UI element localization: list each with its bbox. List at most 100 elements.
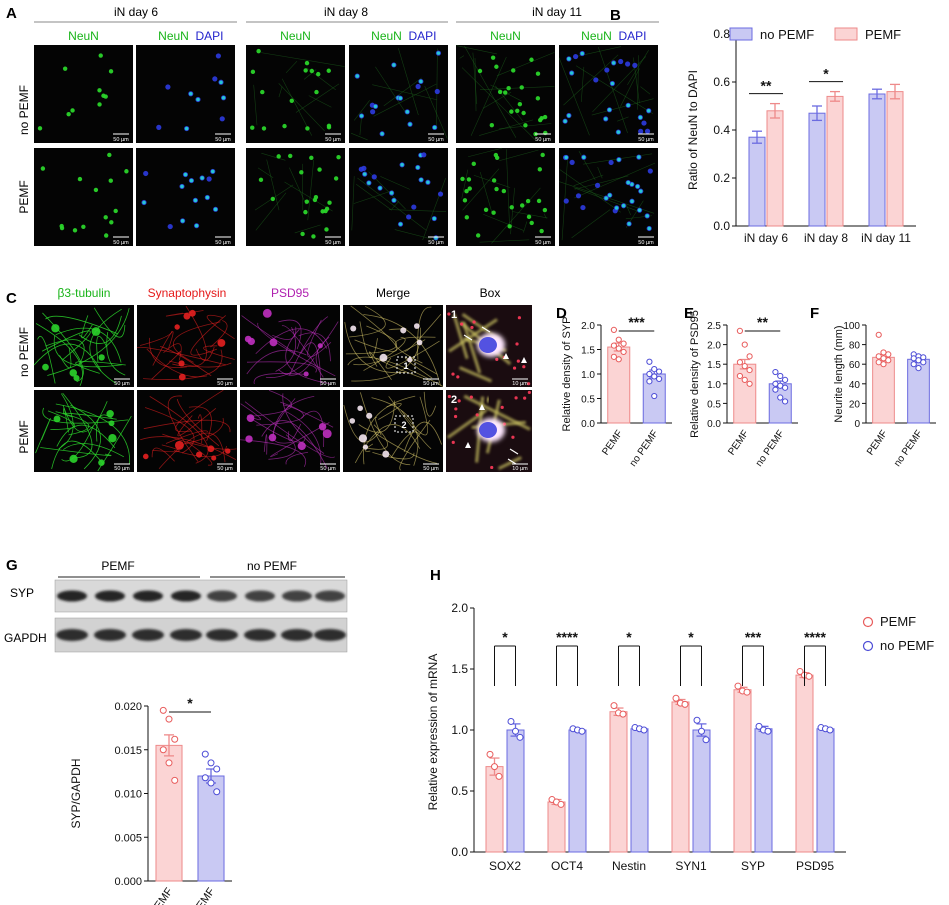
blot-band-syp — [315, 590, 345, 602]
neurite — [261, 420, 328, 469]
neun-cell — [124, 169, 129, 174]
blot-band-syp — [171, 590, 201, 602]
neun-cell — [97, 102, 102, 107]
y-tick-label: 0.0 — [707, 419, 721, 430]
nucleus-merge — [193, 198, 198, 203]
nucleus-merge — [637, 208, 642, 212]
neun-cell — [519, 85, 524, 90]
neurite — [63, 412, 117, 420]
neurite — [53, 335, 123, 368]
arrow — [507, 458, 517, 465]
scale-text: 50 µm — [535, 137, 551, 143]
nucleus-merge — [567, 57, 571, 61]
nucleus-merge — [205, 195, 210, 200]
neun-cell — [282, 123, 287, 129]
neurite — [423, 391, 437, 417]
neurite — [89, 308, 122, 384]
neurite — [350, 305, 398, 352]
y-tick-label: 1.0 — [451, 723, 468, 737]
neun-cell — [309, 68, 315, 74]
cell-body — [244, 335, 252, 343]
cell-body — [246, 414, 255, 422]
neun-cell — [494, 64, 499, 69]
scale-text: 50 µm — [114, 381, 130, 387]
neun-cell — [460, 176, 465, 182]
neurite — [364, 443, 374, 452]
neun-cell — [490, 55, 496, 60]
nucleus — [165, 84, 171, 90]
arrow — [481, 326, 491, 333]
neurite — [175, 389, 224, 433]
neurite — [75, 361, 126, 374]
neurite — [372, 452, 415, 460]
nucleus — [594, 182, 601, 189]
neurite — [479, 239, 530, 243]
neurite — [143, 349, 223, 380]
neurite — [347, 356, 444, 387]
data-point — [619, 710, 627, 718]
nucleus — [415, 83, 421, 90]
bar-no-pemf — [692, 729, 711, 853]
neun-cell — [311, 234, 316, 239]
scale-text: 50 µm — [215, 137, 231, 143]
header-dapi: DAPI — [195, 29, 223, 43]
nucleus — [580, 204, 586, 211]
nucleus-merge — [614, 206, 619, 210]
y-tick-label: 0.8 — [713, 27, 730, 41]
neurite — [640, 86, 651, 95]
neurite — [257, 167, 274, 178]
neurite — [461, 169, 469, 199]
data-point — [777, 372, 784, 380]
sig-label: *** — [745, 629, 762, 645]
nucleus — [593, 77, 599, 83]
data-point — [672, 694, 680, 702]
nucleus-merge — [436, 51, 441, 55]
neun-cell — [477, 68, 483, 74]
data-point — [755, 722, 763, 730]
nucleus-merge — [392, 63, 396, 67]
y-tick-label: 0.000 — [114, 876, 142, 888]
nucleus-merge — [362, 172, 367, 176]
scale-text: 50 µm — [217, 381, 233, 387]
scale-text: 50 µm — [113, 137, 129, 143]
nucleus-merge — [189, 178, 194, 183]
data-point — [610, 353, 618, 360]
nucleus-merge — [432, 125, 437, 130]
nucleus-merge — [210, 169, 215, 174]
neurite — [63, 443, 125, 458]
neurite — [505, 149, 510, 229]
data-point — [201, 774, 209, 782]
box-puncta — [514, 396, 518, 400]
neun-cell — [467, 186, 472, 191]
cell-body — [262, 308, 272, 318]
bar-pemf — [766, 110, 784, 227]
chart-g: 0.000 0.005 0.010 0.015 0.020 PEMF no PEMF * SYP… — [69, 695, 232, 905]
neurite — [362, 395, 416, 465]
box-neurite — [458, 366, 493, 383]
micrograph — [349, 148, 448, 246]
nucleus-merge — [213, 207, 218, 212]
data-point — [165, 759, 173, 767]
day-label-8: iN day 8 — [324, 5, 368, 19]
chart-d: 0.0 0.5 1.0 1.5 2.0 PEMF no PEMF *** Relative de… — [561, 314, 672, 469]
nucleus-merge — [603, 117, 608, 121]
data-point — [213, 788, 221, 796]
nucleus — [406, 214, 412, 220]
header-psd95: PSD95 — [271, 286, 309, 300]
neurite — [285, 411, 322, 465]
data-point — [646, 378, 653, 385]
neun-cell — [258, 177, 264, 183]
data-point — [646, 358, 653, 365]
neun-cell — [535, 71, 541, 76]
y-tick-label: 0.2 — [713, 171, 730, 185]
x-tick-label: PEMF — [865, 428, 890, 457]
nucleus-merge — [373, 104, 378, 109]
nucleus — [647, 168, 653, 174]
neurite — [351, 176, 355, 231]
neurite — [300, 342, 322, 387]
neurite — [58, 393, 74, 450]
data-point — [646, 370, 653, 378]
bar-pemf — [826, 95, 844, 227]
cell-body — [108, 434, 117, 443]
